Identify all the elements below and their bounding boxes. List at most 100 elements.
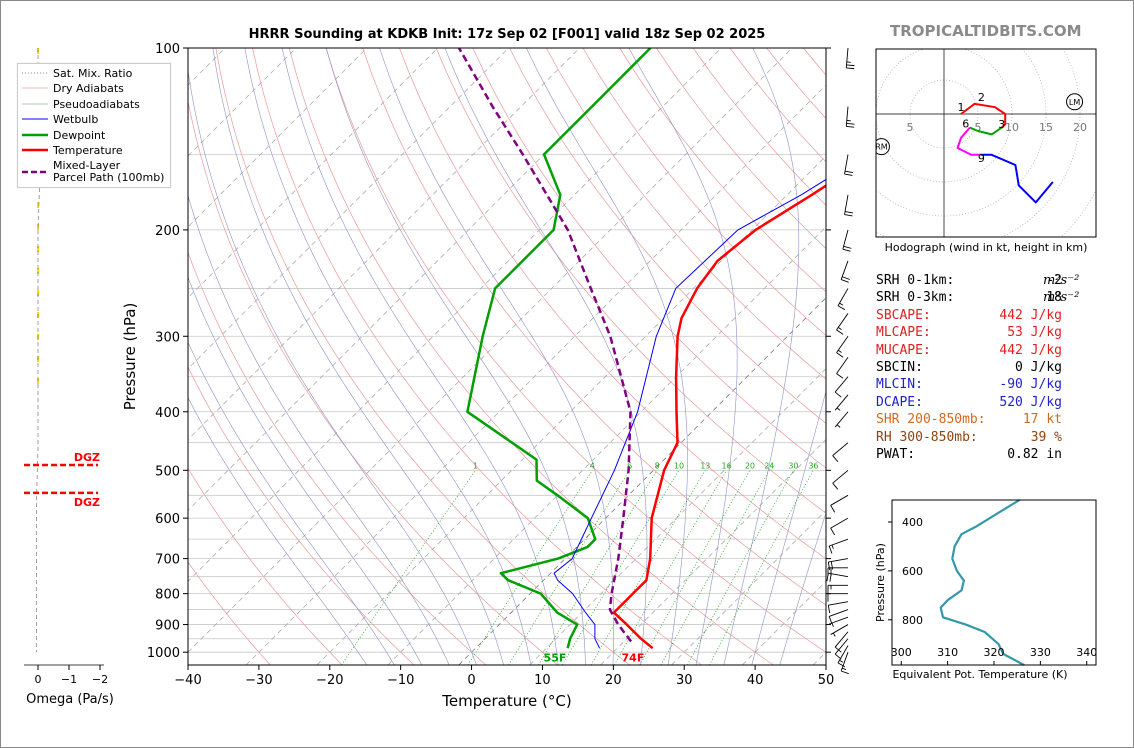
pseudoadiabat [779,511,826,665]
wind-barb [830,494,849,513]
storm-motion-marker [876,138,890,156]
barb-flag [828,616,833,625]
barb-half-flag [831,544,834,549]
barb-shaft [832,442,849,456]
isotherm-line [188,48,651,511]
profile-dewpoint [466,48,652,649]
isotherm-line [188,48,793,653]
mixing-ratio-label: 4 [590,461,595,470]
isotherm-line [600,438,826,665]
dry-adiabat [215,48,630,665]
wind-barb [832,469,849,490]
pseudoadiabat [526,48,688,665]
barb-half-flag [836,424,841,428]
wind-barb [832,442,849,462]
theta-e-y-tick-label: 600 [902,565,923,578]
theta-e-y-tick-label: 800 [902,614,923,627]
pseudoadiabat [188,341,395,665]
index-value: 0 J/kg [1015,360,1062,375]
y-tick-label: 400 [155,406,180,421]
x-tick-label: 30 [676,673,693,688]
hodo-segment [960,102,1007,129]
wind-barb [834,394,849,411]
surface-label: 55F [544,651,567,664]
x-tick-label: 20 [605,673,622,688]
mixing-ratio-label: 24 [764,461,774,470]
pseudoadiabat [188,276,423,665]
index-value: 520 J/kg [999,394,1062,410]
index-value: 53 J/kg [1007,325,1062,341]
brand-watermark: TROPICALTIDBITS.COM [890,22,1082,40]
y-tick-label: 800 [155,588,180,603]
index-value: 442 J/kg [999,342,1062,358]
wind-barb [844,154,854,176]
mixing-ratio-line [561,470,680,665]
y-tick-label: 900 [155,619,180,634]
wind-barb [836,336,849,358]
legend-entry-dewpoint: Dewpoint [53,129,106,142]
pseudoadiabat [188,194,450,665]
dry-adiabat [545,48,826,380]
pseudoadiabat [628,48,738,665]
x-tick-label: 0 [467,673,475,688]
hodo-segment [981,153,1054,204]
pseudoadiabat [326,48,586,665]
theta-e-x-tick-label: 330 [1030,646,1051,659]
x-tick-label: 10 [534,673,551,688]
barb-flag [837,305,846,311]
dry-adiabat [509,48,826,424]
theta-e-panel: 400 600 800 300 310 320 330 340 Equivalent Pot. … [874,499,1097,681]
legend-entry-moist: Pseudoadiabats [53,98,140,111]
barb-flag [830,527,836,536]
barb-flag [842,248,851,252]
barb-flag [836,373,844,379]
barb-flag [828,545,833,554]
barb-flag [830,505,836,513]
barb-half-flag [839,302,844,306]
barb-shaft [834,394,849,411]
barb-flag [846,126,855,128]
index-label: PWAT: [876,447,916,462]
hodo-segment [956,126,982,156]
dry-adiabat [325,48,826,653]
wind-barb [827,558,849,571]
y-axis-label: Pressure (hPa) [121,303,139,411]
mixing-ratio-label: 1 [473,461,478,470]
barb-flag [827,605,831,614]
isotherm-line [671,509,826,665]
wind-barb [827,584,848,594]
dry-adiabat [188,99,559,665]
barb-shaft [845,106,849,127]
barb-flag [834,391,842,398]
pseudoadiabat [281,48,559,665]
y-tick-label: 300 [155,330,180,345]
wind-barb [845,47,855,70]
hodo-height-label: 9 [978,152,985,165]
hodo-height-label: 6 [962,118,969,131]
mixing-ratio-line [467,470,593,665]
barb-half-flag [842,667,847,670]
storm-motion-marker [1066,93,1084,111]
y-tick-label: 100 [155,42,180,57]
dry-adiabat [582,48,826,336]
index-value: 39 % [1030,429,1062,445]
wind-barb [828,538,849,554]
chart-title: HRRR Sounding at KDKB Init: 17z Sep 02 [… [248,27,766,42]
x-axis-label: Temperature (°C) [441,692,571,710]
theta-e-x-label: Equivalent Pot. Temperature (K) [892,668,1067,681]
barb-flag [837,662,846,668]
y-tick-label: 600 [155,512,180,527]
barb-shaft [840,260,849,280]
dgz-label: DGZ [74,496,100,509]
barb-shaft [836,357,849,374]
barb-shaft [834,631,849,648]
barb-half-flag [837,327,842,331]
pseudoadiabat [751,390,826,665]
y-tick-label: 700 [155,553,180,568]
barb-flag [846,64,855,67]
index-label: MLCIN: [876,377,923,393]
barb-half-flag [839,659,844,663]
barb-flag [834,653,842,660]
barb-shaft [828,572,849,578]
skewt-frame [187,47,827,666]
